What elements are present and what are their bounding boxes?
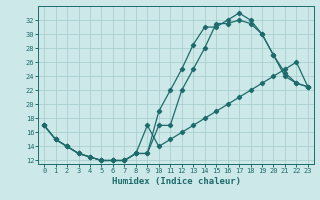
- X-axis label: Humidex (Indice chaleur): Humidex (Indice chaleur): [111, 177, 241, 186]
